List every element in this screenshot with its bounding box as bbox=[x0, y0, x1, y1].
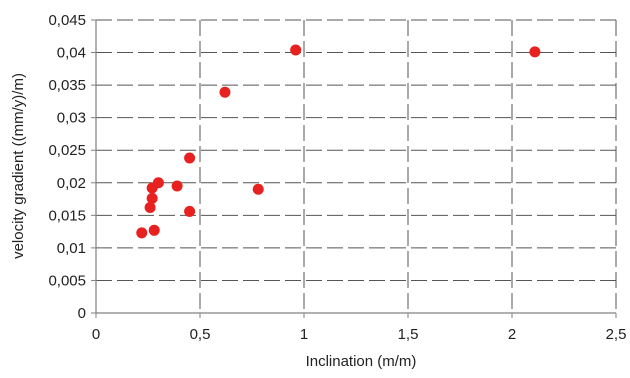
y-tick-label: 0,005 bbox=[48, 272, 86, 289]
data-points bbox=[136, 44, 541, 239]
y-tick-label: 0,01 bbox=[57, 240, 86, 257]
x-tick-label: 2 bbox=[508, 326, 516, 343]
x-axis-title: Inclination (m/m) bbox=[306, 353, 417, 370]
tick-labels: 0 0,005 0,01 0,015 0,02 0,025 0,03 0,035 0,04 0,0… bbox=[48, 12, 626, 343]
x-tick-label: 2,5 bbox=[606, 326, 627, 343]
grid-lines bbox=[96, 19, 617, 313]
data-point bbox=[148, 224, 160, 236]
x-tick-label: 0,5 bbox=[190, 326, 211, 343]
data-point bbox=[146, 192, 158, 204]
y-tick-label: 0,015 bbox=[48, 207, 86, 224]
data-point bbox=[219, 86, 231, 98]
y-tick-label: 0,025 bbox=[48, 142, 86, 159]
y-tick-label: 0,045 bbox=[48, 12, 86, 29]
y-axis-title: velocity gradient ((mm/y)/m) bbox=[10, 73, 27, 259]
x-tick-label: 1,5 bbox=[398, 326, 419, 343]
y-tick-label: 0,04 bbox=[57, 45, 86, 62]
data-point bbox=[144, 202, 156, 214]
data-point bbox=[171, 180, 183, 192]
data-point bbox=[290, 44, 302, 56]
axes bbox=[91, 19, 617, 318]
data-point bbox=[184, 205, 196, 217]
y-tick-label: 0,03 bbox=[57, 110, 86, 127]
data-point bbox=[184, 152, 196, 164]
data-point bbox=[152, 177, 164, 189]
data-point bbox=[529, 46, 541, 58]
x-tick-label: 1 bbox=[300, 326, 308, 343]
data-point bbox=[252, 183, 264, 195]
x-tick-label: 0 bbox=[92, 326, 100, 343]
data-point bbox=[136, 227, 148, 239]
y-tick-label: 0,035 bbox=[48, 77, 86, 94]
y-tick-label: 0 bbox=[78, 305, 86, 322]
y-tick-label: 0,02 bbox=[57, 175, 86, 192]
